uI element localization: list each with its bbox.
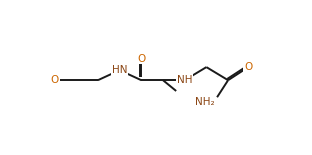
Text: O: O [137,54,145,64]
Text: O: O [50,75,59,85]
Text: HN: HN [112,65,127,75]
Text: NH: NH [177,75,193,85]
Text: O: O [244,62,252,72]
Text: NH₂: NH₂ [194,97,214,107]
